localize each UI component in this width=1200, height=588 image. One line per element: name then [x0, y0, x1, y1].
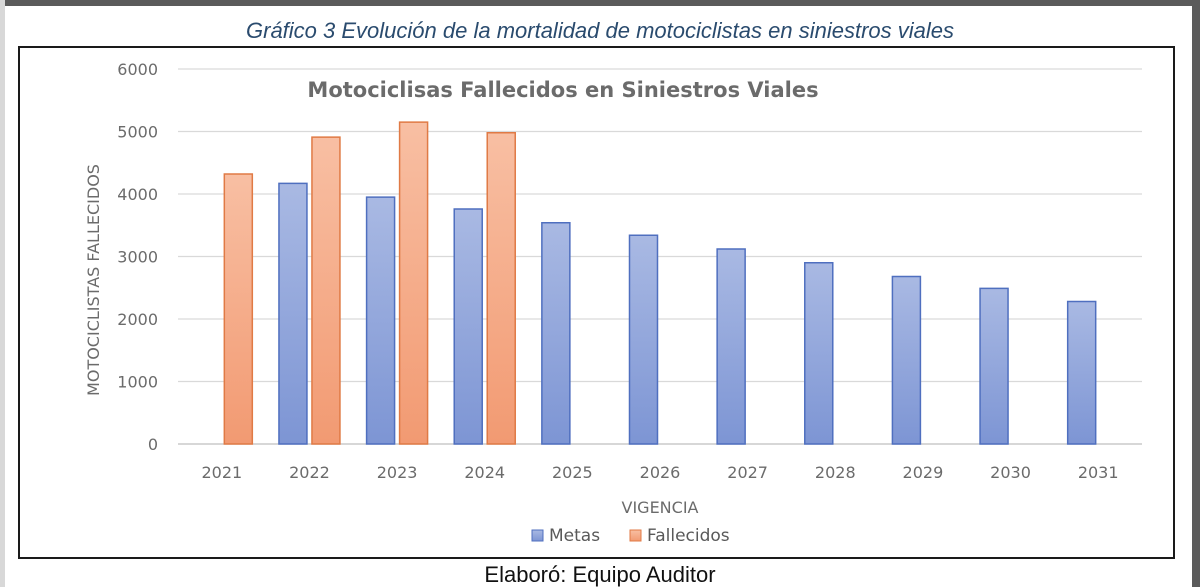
bar-metas-2027 — [716, 248, 746, 445]
x-tick-label: 2027 — [727, 463, 768, 482]
bar-fallecidos-2021 — [223, 173, 254, 445]
y-tick-label: 1000 — [117, 373, 158, 392]
y-tick-label: 5000 — [117, 123, 158, 142]
y-tick-label: 0 — [148, 435, 158, 454]
window-left-border — [0, 0, 5, 587]
x-tick-label: 2025 — [552, 463, 593, 482]
bar-metas-2025 — [541, 222, 571, 445]
bar-metas-2028 — [804, 262, 834, 445]
y-tick-label: 2000 — [117, 310, 158, 329]
chart-title: Motociclisas Fallecidos en Siniestros Vi… — [307, 78, 818, 102]
x-tick-label: 2023 — [377, 463, 418, 482]
y-axis-label: MOTOCICLISTAS FALLECIDOS — [84, 164, 103, 396]
bar-metas-2030 — [979, 287, 1009, 445]
x-tick-label: 2024 — [464, 463, 505, 482]
y-tick-label: 6000 — [117, 60, 158, 79]
bar-fallecidos-2023 — [398, 121, 429, 445]
bar-chart: 0 1000 2000 3000 4000 5000 6000 2021 2022 2023 202… — [84, 60, 1142, 546]
bar-metas-2022 — [278, 182, 308, 445]
x-tick-label: 2021 — [201, 463, 242, 482]
legend: Metas Fallecidos — [531, 526, 730, 546]
x-tick-label: 2030 — [990, 463, 1031, 482]
figure-caption: Elaboró: Equipo Auditor — [484, 562, 716, 587]
window-top-border — [0, 0, 1200, 6]
y-tick-label: 3000 — [117, 248, 158, 267]
chart-frame: 0 1000 2000 3000 4000 5000 6000 2021 2022 2023 202… — [18, 46, 1175, 559]
x-tick-label: 2028 — [815, 463, 856, 482]
legend-swatch-fallecidos — [629, 529, 642, 542]
bar-metas-2031 — [1066, 300, 1097, 445]
bar-metas-2024 — [453, 208, 483, 445]
x-tick-label: 2029 — [903, 463, 944, 482]
legend-label-metas: Metas — [549, 526, 600, 546]
legend-label-fallecidos: Fallecidos — [647, 526, 730, 546]
figure-title: Gráfico 3 Evolución de la mortalidad de … — [246, 18, 954, 43]
bar-fallecidos-2022 — [311, 136, 341, 445]
x-tick-label: 2026 — [640, 463, 681, 482]
bar-metas-2026 — [628, 234, 659, 445]
y-tick-label: 4000 — [117, 185, 158, 204]
bar-metas-2023 — [365, 196, 396, 445]
window-right-border — [1192, 0, 1200, 587]
bar-fallecidos-2024 — [486, 132, 516, 445]
x-axis-label: VIGENCIA — [622, 498, 699, 517]
x-tick-label: 2031 — [1078, 463, 1119, 482]
bar-metas-2029 — [891, 275, 922, 445]
legend-swatch-metas — [531, 529, 544, 542]
x-tick-label: 2022 — [289, 463, 330, 482]
